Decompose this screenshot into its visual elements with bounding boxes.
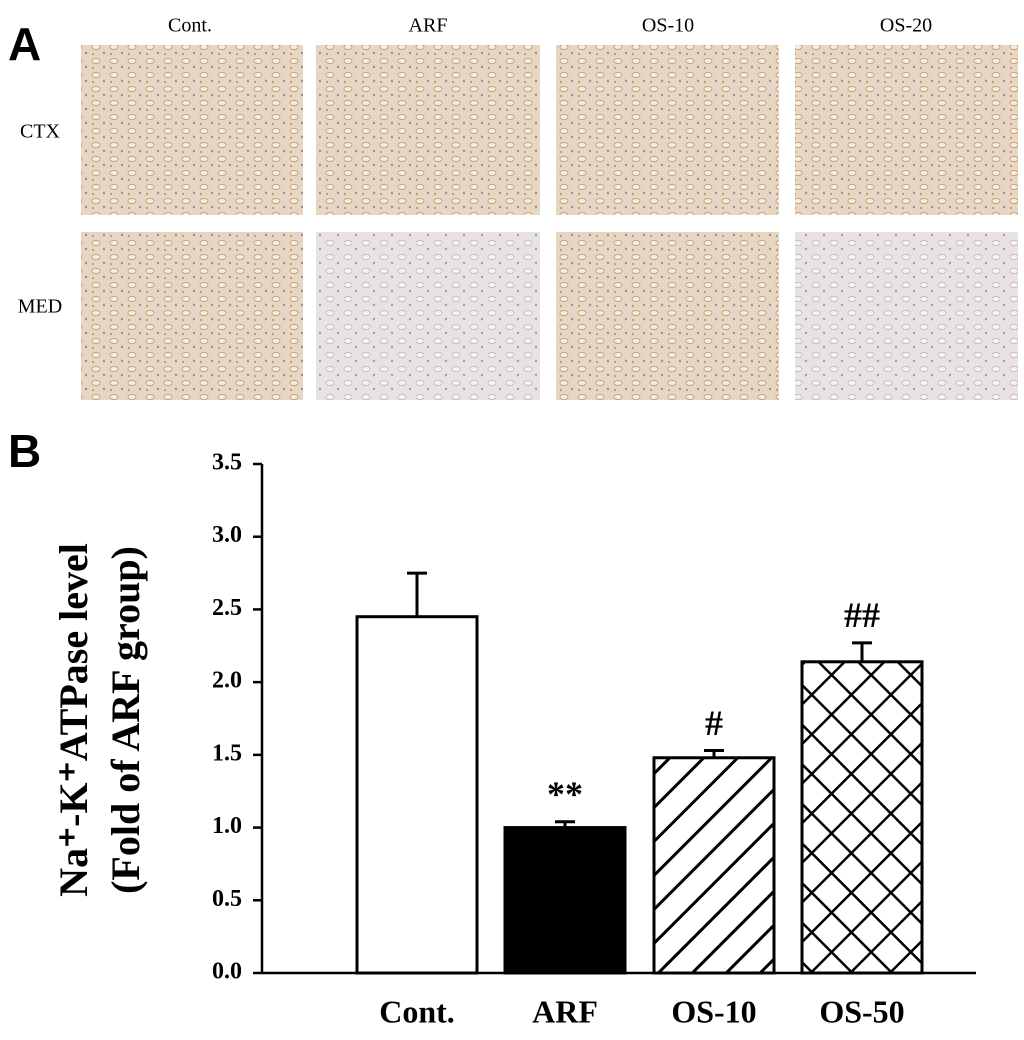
x-tick-label: OS-50 <box>819 993 904 1029</box>
panel-a: A CTX MED Cont. ARF OS-10 OS-20 <box>8 15 1018 400</box>
panel-label: A <box>8 18 41 70</box>
y-tick-label: 2.5 <box>212 595 242 621</box>
y-tick-label: 0.5 <box>212 886 242 912</box>
y-tick-label: 3.0 <box>212 522 242 548</box>
column-label: ARF <box>409 15 448 37</box>
annotation: # <box>705 703 723 743</box>
column-label: OS-20 <box>880 15 932 37</box>
micrograph <box>316 45 540 215</box>
bar <box>503 826 627 975</box>
y-axis-label: Na⁺-K⁺ATPase level <box>51 543 96 897</box>
micrograph <box>795 45 1018 215</box>
y-tick-label: 3.5 <box>212 450 242 476</box>
micrograph <box>556 45 779 215</box>
y-tick-label: 0.0 <box>212 959 242 985</box>
x-tick-label: ARF <box>532 993 598 1029</box>
micrograph <box>556 232 779 400</box>
annotation: ## <box>844 595 880 635</box>
y-tick-label: 1.5 <box>212 740 242 766</box>
y-tick-label: 2.0 <box>212 668 242 694</box>
micrograph <box>316 232 540 400</box>
row-label: CTX <box>20 121 61 143</box>
bar <box>652 756 776 975</box>
column-label: OS-10 <box>642 15 694 37</box>
annotation: ** <box>547 774 583 814</box>
bar <box>800 660 924 975</box>
row-label: MED <box>18 296 62 318</box>
panel-b: B Na⁺-K⁺ATPase level (Fold of ARF group)… <box>8 425 976 1029</box>
micrograph <box>795 232 1018 400</box>
x-tick-label: OS-10 <box>671 993 756 1029</box>
x-tick-label: Cont. <box>379 993 455 1029</box>
micrograph <box>81 232 303 400</box>
panel-label: B <box>8 425 41 477</box>
bar <box>355 615 479 975</box>
y-tick-label: 1.0 <box>212 813 242 839</box>
column-label: Cont. <box>168 15 212 37</box>
micrograph <box>81 45 303 215</box>
y-axis-label: (Fold of ARF group) <box>103 546 148 894</box>
